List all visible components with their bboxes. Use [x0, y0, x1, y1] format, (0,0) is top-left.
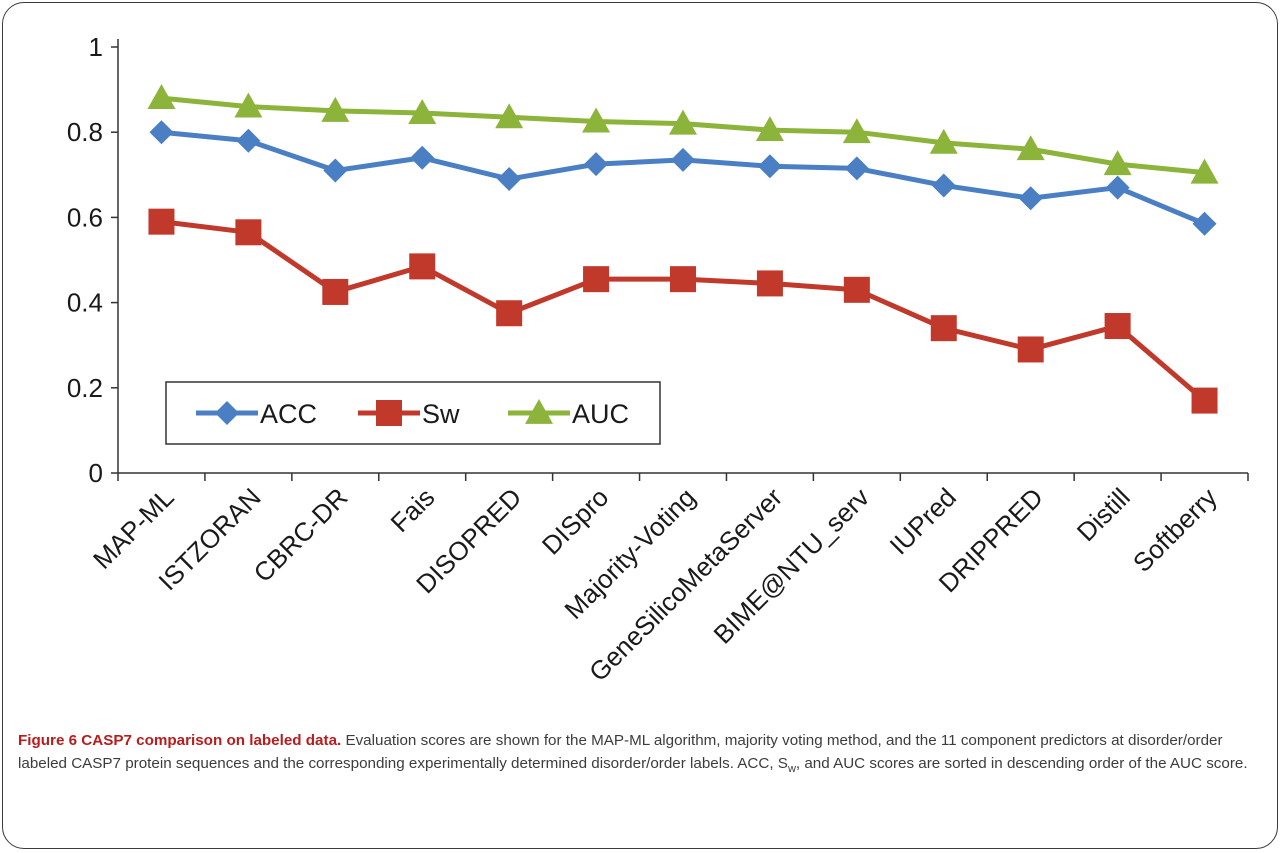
- series-sw-point: [843, 276, 870, 303]
- chart-series: [147, 84, 1219, 414]
- series-acc-point: [410, 145, 435, 170]
- series-sw-point: [670, 266, 696, 293]
- series-acc-point: [671, 147, 695, 172]
- series-sw-point: [1104, 313, 1131, 340]
- legend-auc-marker: [525, 399, 553, 424]
- series-auc-point: [929, 128, 958, 154]
- series-sw-point: [409, 253, 436, 280]
- caption-subscript: w: [787, 763, 796, 776]
- series-acc-point: [497, 167, 522, 192]
- x-tick-label: CBRC-DR: [248, 482, 354, 588]
- series-sw-point: [235, 219, 262, 246]
- figure-caption: Figure 6 CASP7 comparison on labeled dat…: [18, 729, 1263, 781]
- legend-sw-marker: [376, 400, 402, 426]
- series-sw-point: [930, 315, 957, 342]
- series-auc-point: [669, 109, 697, 135]
- series-auc-point: [1016, 135, 1045, 161]
- series-auc-point: [321, 96, 350, 122]
- x-tick-label: Softberry: [1127, 482, 1223, 578]
- x-tick-label: BIME@NTU_serv: [708, 482, 876, 650]
- y-tick-label: 0.4: [67, 288, 103, 318]
- legend-acc-marker: [215, 401, 239, 425]
- series-sw-point: [756, 270, 783, 297]
- series-sw-point: [496, 300, 523, 327]
- series-acc-point: [1105, 175, 1130, 200]
- series-auc-point: [1190, 158, 1219, 184]
- series-auc: [147, 84, 1219, 184]
- series-acc-point: [584, 152, 609, 177]
- x-tick-label: IUPred: [884, 482, 962, 560]
- series-acc-point: [931, 173, 956, 198]
- series-acc-point: [1018, 186, 1043, 211]
- caption-text-a: Evaluation scores are shown for the MAP-…: [18, 732, 1223, 772]
- legend-acc-label: ACC: [260, 399, 317, 429]
- series-sw-point: [322, 278, 349, 305]
- x-tick-label: Distill: [1071, 482, 1136, 547]
- series-acc-point: [323, 158, 348, 183]
- legend-auc-label: AUC: [572, 399, 629, 429]
- series-acc-point: [757, 154, 782, 179]
- series-auc-point: [755, 116, 784, 141]
- y-tick-label: 0.6: [67, 202, 103, 232]
- figure-label: Figure 6 CASP7 comparison on labeled dat…: [18, 732, 342, 749]
- y-tick-label: 0.2: [67, 373, 103, 403]
- series-sw: [148, 208, 1218, 414]
- chart-axes: [111, 39, 1249, 481]
- series-auc-point: [495, 103, 524, 129]
- series-acc-point: [149, 120, 174, 145]
- series-acc-point: [236, 128, 261, 153]
- caption-text-b: , and AUC scores are sorted in descendin…: [795, 755, 1248, 772]
- series-auc-point: [408, 99, 437, 124]
- y-tick-label: 1: [89, 32, 103, 62]
- series-sw-point: [1017, 336, 1044, 363]
- chart-legend: ACC Sw AUC: [165, 381, 661, 445]
- series-sw-point: [583, 266, 610, 293]
- y-tick-label: 0.8: [67, 117, 103, 147]
- x-tick-label: DISpro: [536, 482, 614, 560]
- x-tick-label: Fais: [385, 482, 441, 538]
- y-tick-labels: 0 0.2 0.4 0.6 0.8 1: [67, 32, 103, 488]
- series-acc-point: [844, 156, 869, 181]
- series-auc-point: [582, 107, 611, 133]
- series-auc-point: [147, 84, 176, 110]
- series-auc-point: [1103, 150, 1132, 176]
- series-auc-point: [234, 92, 263, 118]
- series-acc-point: [1192, 211, 1217, 236]
- legend-sw-label: Sw: [422, 399, 460, 429]
- series-sw-line: [161, 219, 1207, 403]
- series-acc: [149, 120, 1217, 236]
- series-sw-point: [148, 208, 175, 235]
- series-sw-point: [1191, 387, 1218, 414]
- y-tick-label: 0: [89, 458, 103, 488]
- series-auc-point: [842, 118, 871, 144]
- series-acc-line: [161, 129, 1206, 227]
